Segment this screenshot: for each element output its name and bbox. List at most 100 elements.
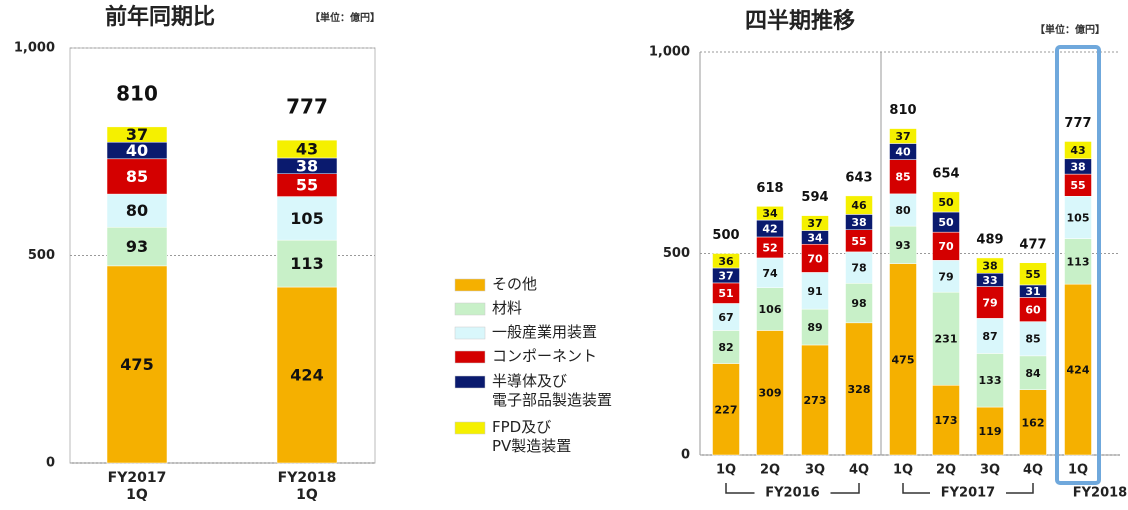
group-label: FY2016 — [765, 486, 819, 501]
bar-segment — [756, 330, 784, 456]
total-label: 477 — [1019, 237, 1046, 252]
legend-swatch — [454, 375, 486, 389]
bar-segment — [889, 159, 917, 195]
bar-value-label: 37 — [718, 269, 733, 282]
bar-segment — [712, 253, 740, 269]
bar-value-label: 70 — [807, 252, 823, 265]
unit-label: 【単位：億円】 — [1035, 23, 1105, 36]
legend-label: その他 — [492, 275, 538, 293]
bar-value-label: 98 — [851, 297, 866, 310]
bar-segment — [976, 286, 1004, 319]
bar-value-label: 85 — [126, 167, 148, 186]
bar-value-label: 78 — [851, 262, 866, 275]
bar-segment — [1064, 141, 1092, 160]
bar-segment — [1019, 389, 1047, 456]
group-bracket — [725, 483, 860, 494]
x-tick-label: 3Q — [980, 463, 1000, 478]
legend-label: FPD及び PV製造装置 — [492, 418, 572, 455]
bar-value-label: 38 — [1070, 160, 1085, 173]
bar-value-label: 38 — [296, 156, 318, 175]
x-tick-label: 2Q — [760, 463, 780, 478]
x-tick-label: 1Q — [716, 463, 736, 478]
bar-value-label: 87 — [982, 330, 997, 343]
bar-value-label: 55 — [851, 235, 866, 248]
total-label: 810 — [116, 81, 158, 105]
legend-swatch — [454, 326, 486, 340]
y-tick-label: 0 — [46, 456, 55, 471]
legend-label: 材料 — [492, 299, 523, 317]
y-tick-label: 500 — [663, 246, 690, 261]
bar-value-label: 328 — [848, 383, 871, 396]
bar-segment — [712, 330, 740, 364]
bar-segment — [976, 257, 1004, 274]
bar-value-label: 91 — [807, 285, 822, 298]
bar-value-label: 119 — [979, 425, 1002, 438]
bar-value-label: 85 — [895, 171, 910, 184]
y-tick-label: 0 — [681, 448, 690, 463]
bar-value-label: 424 — [1067, 364, 1090, 377]
bar-value-label: 231 — [935, 333, 958, 346]
bar-segment — [932, 291, 960, 386]
bar-segment — [932, 231, 960, 261]
bar-segment — [276, 239, 338, 288]
bar-value-label: 36 — [718, 255, 734, 268]
bar-value-label: 51 — [718, 287, 733, 300]
bar-value-label: 34 — [762, 207, 778, 220]
bar-value-label: 79 — [938, 270, 953, 283]
chart-title: 四半期推移 — [745, 8, 855, 34]
bar-segment — [845, 195, 873, 215]
bar-value-label: 84 — [1025, 367, 1041, 380]
bar-segment — [106, 193, 168, 228]
bar-value-label: 93 — [895, 239, 910, 252]
bar-value-label: 309 — [759, 387, 782, 400]
bar-value-label: 42 — [762, 223, 777, 236]
bar-value-label: 105 — [290, 209, 323, 228]
bar-value-label: 113 — [290, 254, 323, 273]
bar-value-label: 475 — [120, 355, 153, 374]
group-label: FY2017 — [941, 486, 995, 501]
bar-value-label: 38 — [851, 216, 866, 229]
bar-value-label: 50 — [938, 196, 954, 209]
total-label: 594 — [801, 190, 828, 205]
legend-swatch — [454, 302, 486, 316]
bar-value-label: 424 — [290, 366, 323, 385]
x-tick-label: 2Q — [936, 463, 956, 478]
bar-value-label: 38 — [982, 260, 997, 273]
bar-value-label: 80 — [895, 204, 911, 217]
bar-segment — [106, 126, 168, 143]
bar-value-label: 227 — [715, 403, 738, 416]
bar-value-label: 79 — [982, 296, 997, 309]
bar-segment — [276, 139, 338, 159]
bar-value-label: 43 — [296, 140, 318, 159]
total-label: 777 — [1064, 116, 1091, 131]
unit-label: 【単位：億円】 — [310, 11, 380, 24]
bar-segment — [932, 385, 960, 456]
bar-segment — [976, 353, 1004, 408]
bar-value-label: 37 — [895, 130, 910, 143]
bar-value-label: 173 — [935, 414, 958, 427]
y-tick-label: 500 — [28, 248, 55, 263]
bar-value-label: 93 — [126, 237, 148, 256]
bar-segment — [845, 283, 873, 324]
total-label: 489 — [976, 232, 1003, 247]
bar-value-label: 85 — [1025, 333, 1040, 346]
total-label: 618 — [756, 181, 783, 196]
bar-value-label: 133 — [979, 374, 1002, 387]
bar-value-label: 37 — [807, 217, 822, 230]
bar-segment — [1019, 355, 1047, 390]
bar-segment — [932, 260, 960, 293]
total-label: 810 — [889, 103, 916, 118]
bar-segment — [889, 128, 917, 144]
bar-value-label: 55 — [1070, 179, 1085, 192]
legend-label: 半導体及び 電子部品製造装置 — [492, 372, 613, 409]
bar-segment — [1019, 321, 1047, 357]
bar-segment — [106, 227, 168, 267]
bar-value-label: 43 — [1070, 144, 1085, 157]
bar-value-label: 273 — [804, 394, 827, 407]
bar-segment — [1064, 196, 1092, 239]
bar-segment — [756, 206, 784, 221]
bar-value-label: 55 — [1025, 268, 1040, 281]
bar-segment — [712, 303, 740, 331]
highlight-box — [1055, 45, 1101, 485]
